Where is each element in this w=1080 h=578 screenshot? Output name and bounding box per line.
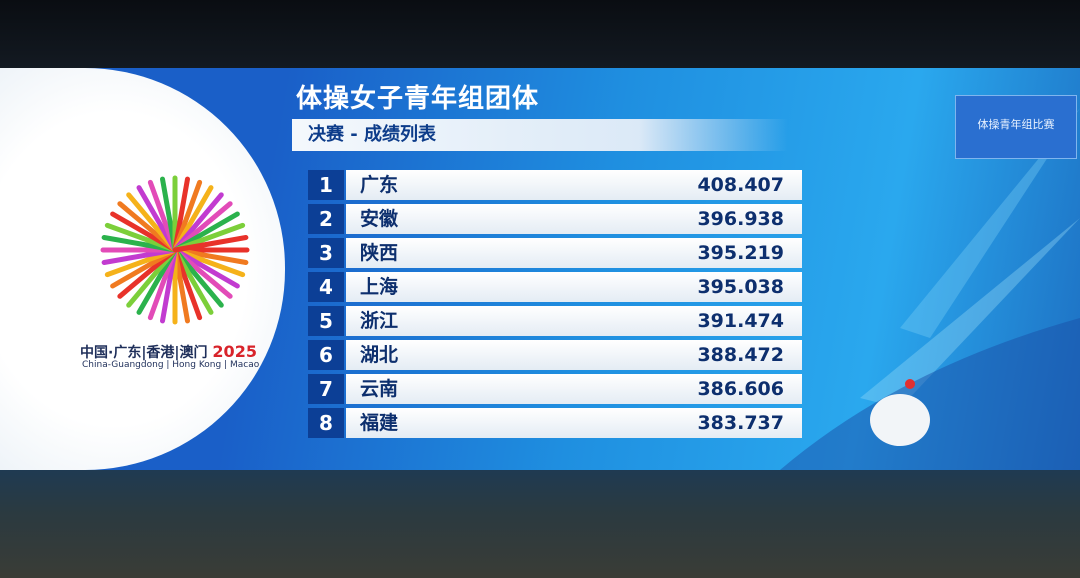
rank: 6 bbox=[308, 340, 344, 370]
result-row: 3 陕西 395.219 bbox=[308, 238, 802, 268]
rank: 1 bbox=[308, 170, 344, 200]
result-row: 5 浙江 391.474 bbox=[308, 306, 802, 336]
row-background bbox=[346, 306, 802, 336]
swoosh bbox=[780, 318, 1080, 470]
score: 396.938 bbox=[697, 208, 784, 230]
row-background bbox=[346, 408, 802, 438]
row-background bbox=[346, 238, 802, 268]
arena-background bbox=[0, 470, 1080, 578]
games-emblem bbox=[100, 175, 250, 325]
score: 388.472 bbox=[697, 344, 784, 366]
title: 体操女子青年组团体 bbox=[296, 84, 540, 114]
rank: 3 bbox=[308, 238, 344, 268]
result-row: 7 云南 386.606 bbox=[308, 374, 802, 404]
result-row: 1 广东 408.407 bbox=[308, 170, 802, 200]
score: 386.606 bbox=[697, 378, 784, 400]
result-row: 2 安徽 396.938 bbox=[308, 204, 802, 234]
row-background bbox=[346, 170, 802, 200]
streak bbox=[900, 108, 1080, 338]
score: 391.474 bbox=[697, 310, 784, 332]
rank: 7 bbox=[308, 374, 344, 404]
team-name: 安徽 bbox=[360, 208, 399, 230]
logo-text: 中国·广东|香港|澳门 2025 bbox=[80, 342, 257, 362]
row-background bbox=[346, 374, 802, 404]
row-background bbox=[346, 204, 802, 234]
logo-year: 2025 bbox=[212, 342, 257, 361]
arena-screen: 体操青年组比赛 bbox=[955, 95, 1077, 159]
score: 395.219 bbox=[697, 242, 784, 264]
result-row: 6 湖北 388.472 bbox=[308, 340, 802, 370]
team-name: 广东 bbox=[360, 174, 399, 196]
rank: 8 bbox=[308, 408, 344, 438]
emblem-petal bbox=[172, 234, 249, 253]
result-row: 8 福建 383.737 bbox=[308, 408, 802, 438]
streak bbox=[860, 218, 1080, 408]
score: 408.407 bbox=[697, 174, 784, 196]
team-name: 陕西 bbox=[360, 242, 399, 264]
result-row: 4 上海 395.038 bbox=[308, 272, 802, 302]
team-name: 福建 bbox=[360, 412, 399, 434]
row-background bbox=[346, 272, 802, 302]
rank: 5 bbox=[308, 306, 344, 336]
team-name: 云南 bbox=[360, 378, 399, 400]
decor-streaks bbox=[780, 108, 1080, 470]
mascot-flower bbox=[905, 379, 915, 389]
screen-title: 体操青年组比赛 bbox=[977, 118, 1055, 131]
team-name: 湖北 bbox=[360, 344, 399, 366]
rank: 4 bbox=[308, 272, 344, 302]
mascot bbox=[870, 394, 930, 446]
row-background bbox=[346, 340, 802, 370]
rank: 2 bbox=[308, 204, 344, 234]
team-name: 上海 bbox=[360, 276, 399, 298]
team-name: 浙江 bbox=[360, 310, 399, 332]
subtitle: 决赛 - 成绩列表 bbox=[292, 119, 788, 151]
score: 395.038 bbox=[697, 276, 784, 298]
logo-cities: 中国·广东|香港|澳门 bbox=[80, 345, 208, 361]
score: 383.737 bbox=[697, 412, 784, 434]
logo-english: China-Guangdong | Hong Kong | Macao bbox=[82, 360, 260, 370]
